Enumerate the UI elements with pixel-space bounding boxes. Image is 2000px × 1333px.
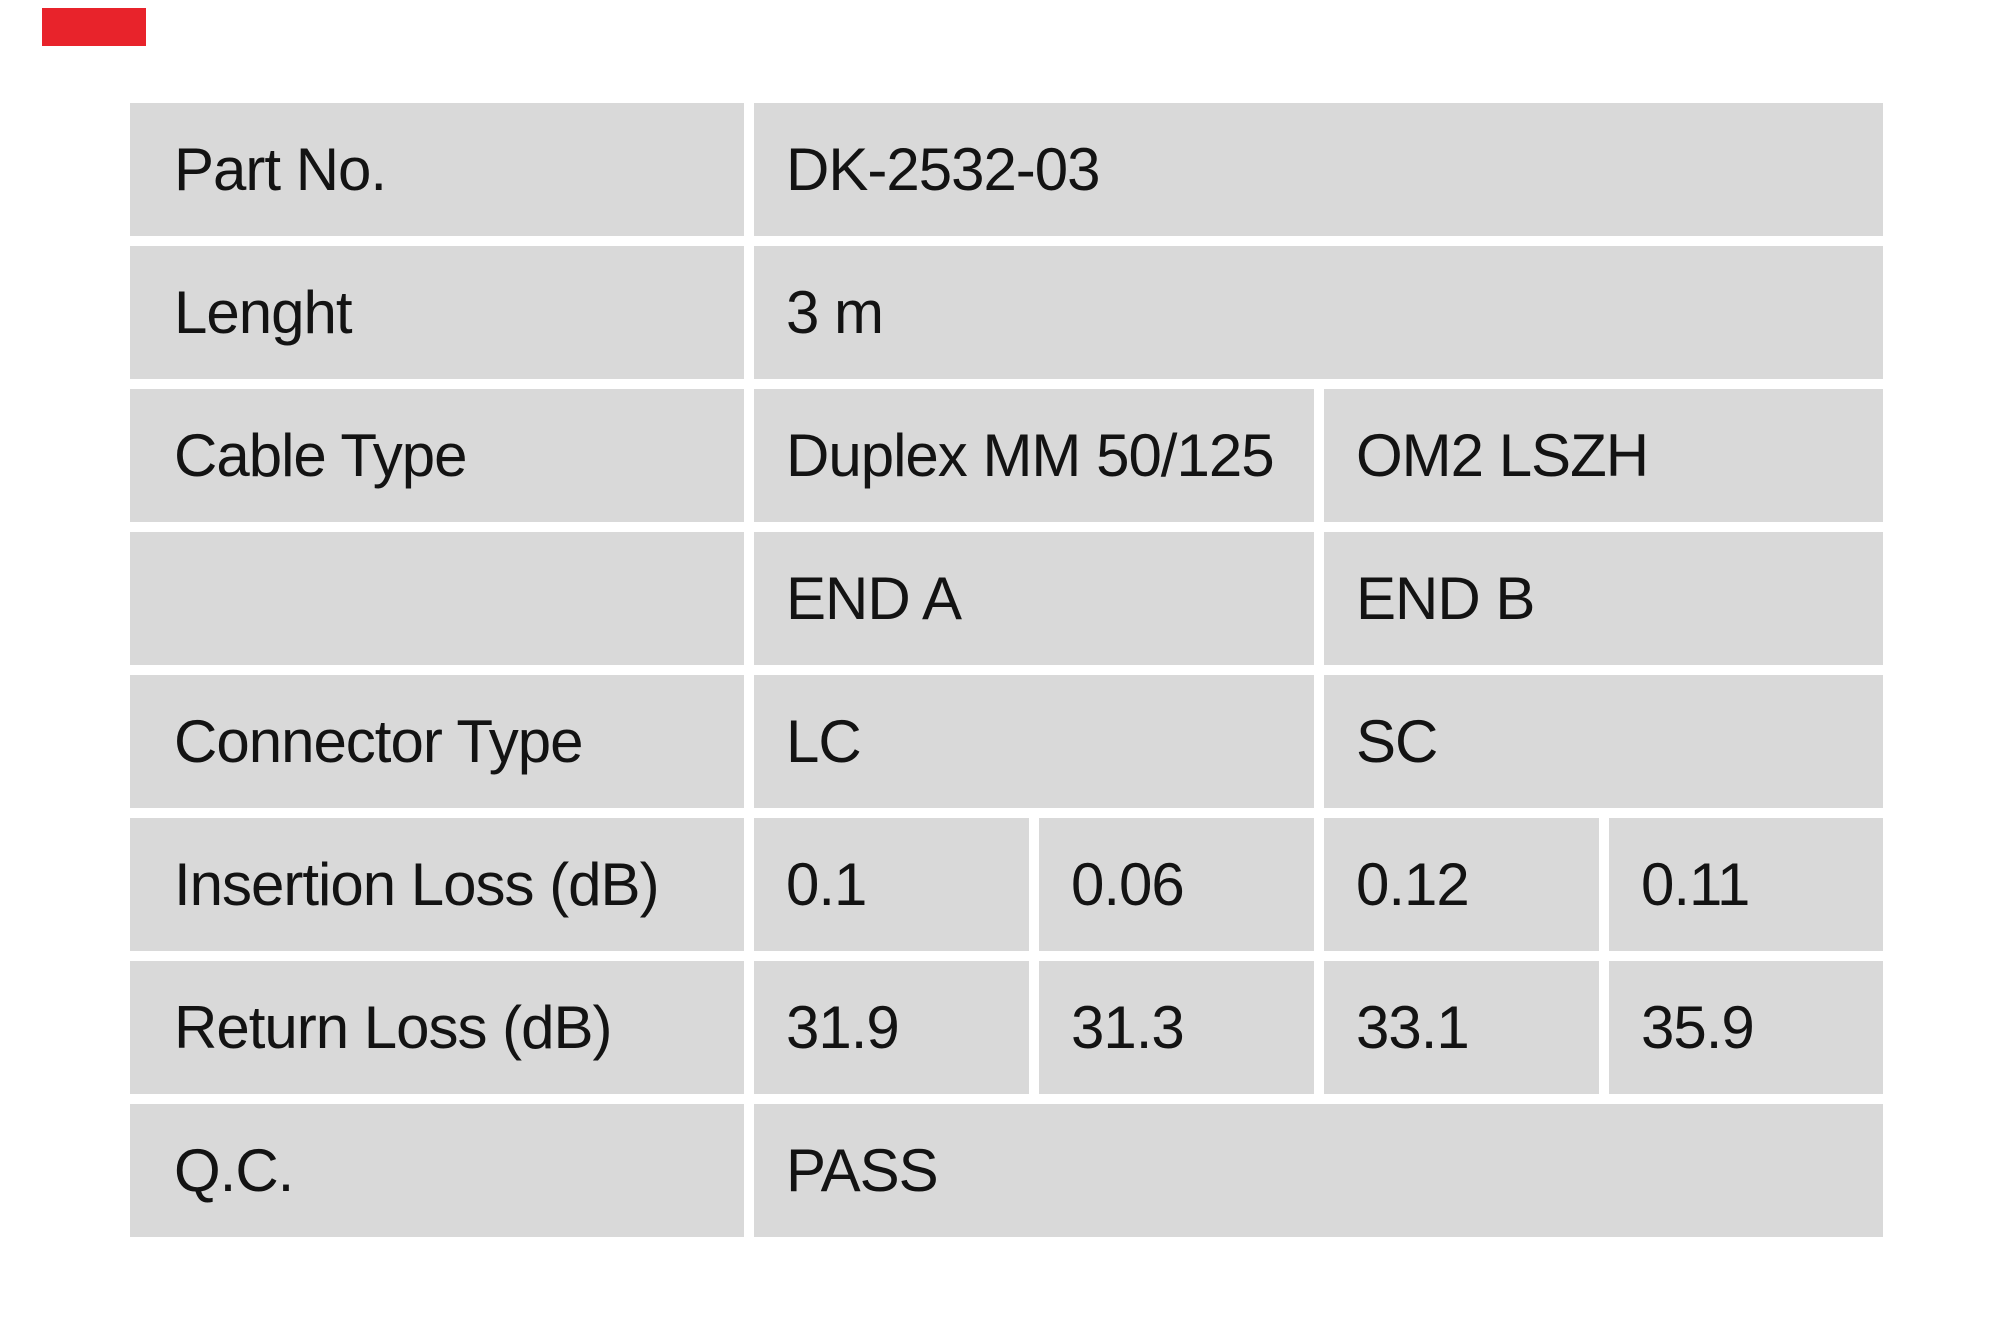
cell-empty bbox=[130, 532, 744, 665]
cell-part-no-label: Part No. bbox=[130, 103, 744, 236]
cell-insertion-loss-b1: 0.12 bbox=[1324, 818, 1599, 951]
cell-connector-type-label: Connector Type bbox=[130, 675, 744, 808]
cell-qc-label: Q.C. bbox=[130, 1104, 744, 1237]
cell-insertion-loss-label: Insertion Loss (dB) bbox=[130, 818, 744, 951]
cell-length-value: 3 m bbox=[754, 246, 1883, 379]
cell-end-b-header: END B bbox=[1324, 532, 1883, 665]
cell-return-loss-b2: 35.9 bbox=[1609, 961, 1883, 1094]
cell-return-loss-a2: 31.3 bbox=[1039, 961, 1314, 1094]
cell-connector-end-b: SC bbox=[1324, 675, 1883, 808]
cell-insertion-loss-a1: 0.1 bbox=[754, 818, 1029, 951]
cell-length-label: Lenght bbox=[130, 246, 744, 379]
cell-qc-value: PASS bbox=[754, 1104, 1883, 1237]
red-logo-mark bbox=[42, 8, 146, 46]
cell-cable-type-value-2: OM2 LSZH bbox=[1324, 389, 1883, 522]
cell-insertion-loss-b2: 0.11 bbox=[1609, 818, 1883, 951]
cell-return-loss-label: Return Loss (dB) bbox=[130, 961, 744, 1094]
cell-cable-type-label: Cable Type bbox=[130, 389, 744, 522]
cell-return-loss-b1: 33.1 bbox=[1324, 961, 1599, 1094]
cell-part-no-value: DK-2532-03 bbox=[754, 103, 1883, 236]
cell-return-loss-a1: 31.9 bbox=[754, 961, 1029, 1094]
qc-spec-table: Part No. DK-2532-03 Lenght 3 m Cable Typ… bbox=[130, 103, 1883, 1237]
cell-cable-type-value-1: Duplex MM 50/125 bbox=[754, 389, 1314, 522]
cell-connector-end-a: LC bbox=[754, 675, 1314, 808]
cell-end-a-header: END A bbox=[754, 532, 1314, 665]
cell-insertion-loss-a2: 0.06 bbox=[1039, 818, 1314, 951]
